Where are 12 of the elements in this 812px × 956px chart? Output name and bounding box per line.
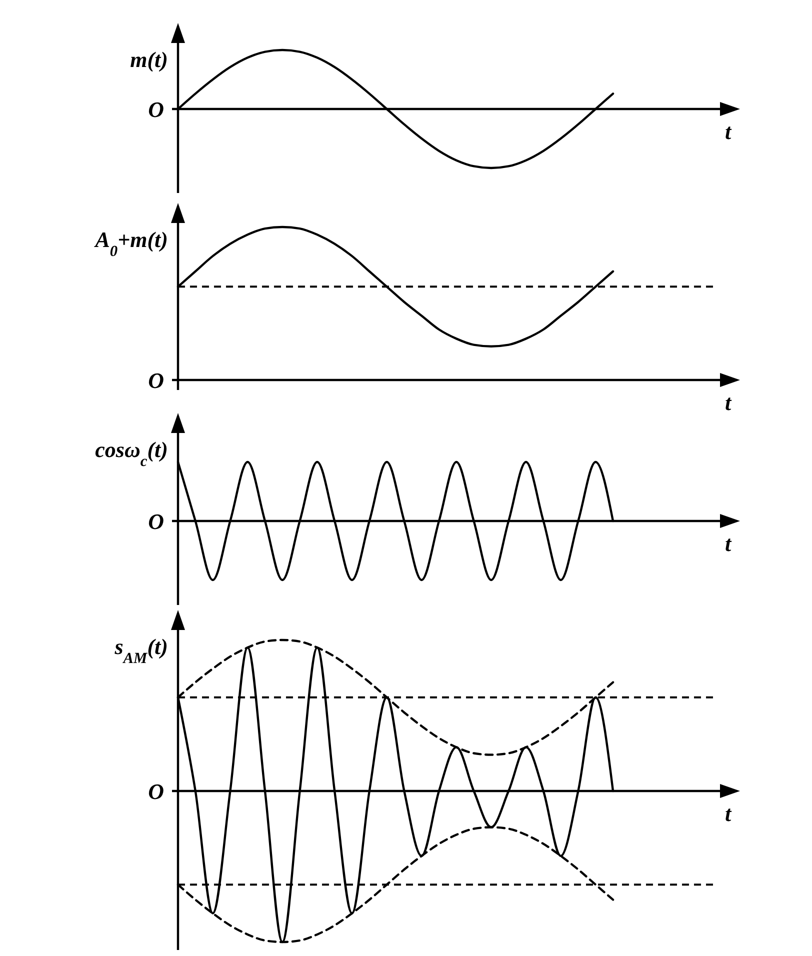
text: O	[148, 779, 164, 804]
y-axis-title: s$_{AM}$(t)	[114, 634, 168, 666]
text: O	[148, 368, 164, 393]
x-axis-title: t	[724, 531, 732, 556]
x-axis-title: t	[724, 390, 732, 415]
x-axis-title: t	[724, 801, 732, 826]
x-axis-title: t	[724, 119, 732, 144]
y-axis-title: A$_{0}$+m(t)	[93, 227, 168, 260]
y-axis-title: cosω$_{c}$(t)	[95, 437, 168, 470]
text: O	[148, 509, 164, 534]
text: O	[148, 97, 164, 122]
y-axis-title: m(t)	[130, 47, 168, 72]
